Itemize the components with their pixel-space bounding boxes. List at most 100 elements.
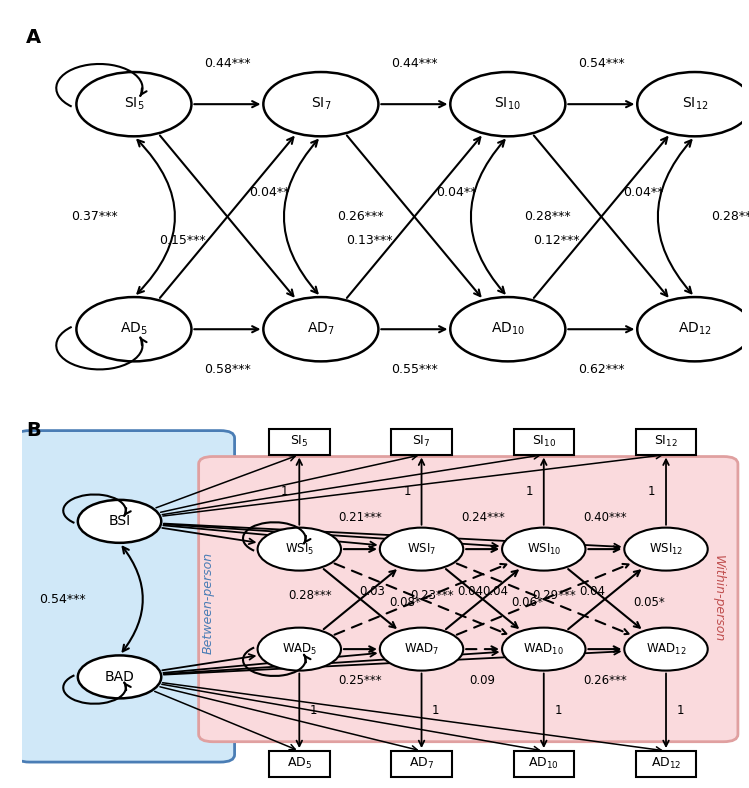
Circle shape bbox=[264, 297, 378, 362]
Text: BAD: BAD bbox=[105, 670, 135, 684]
Bar bbox=[636, 429, 697, 455]
FancyArrowPatch shape bbox=[381, 326, 445, 333]
Circle shape bbox=[625, 627, 708, 671]
FancyArrowPatch shape bbox=[588, 546, 619, 552]
Text: 0.04**: 0.04** bbox=[623, 186, 664, 199]
Text: BSI: BSI bbox=[109, 515, 130, 528]
Circle shape bbox=[502, 627, 586, 671]
Bar bbox=[636, 751, 697, 777]
Text: SI$_{12}$: SI$_{12}$ bbox=[654, 434, 678, 449]
Text: AD$_{7}$: AD$_{7}$ bbox=[409, 756, 434, 771]
Text: SI$_7$: SI$_7$ bbox=[311, 96, 331, 113]
Text: 1: 1 bbox=[648, 485, 655, 498]
Text: 1: 1 bbox=[526, 485, 533, 498]
Text: SI$_{10}$: SI$_{10}$ bbox=[532, 434, 556, 449]
Text: 0.05*: 0.05* bbox=[634, 597, 665, 609]
Text: 0.28***: 0.28*** bbox=[711, 210, 749, 223]
Text: 1: 1 bbox=[676, 704, 684, 717]
FancyArrowPatch shape bbox=[466, 546, 497, 552]
Text: 1: 1 bbox=[404, 485, 411, 498]
FancyArrowPatch shape bbox=[138, 140, 175, 293]
Circle shape bbox=[450, 297, 565, 362]
Text: WAD$_{10}$: WAD$_{10}$ bbox=[524, 641, 564, 656]
Text: 0.40***: 0.40*** bbox=[583, 511, 627, 524]
Bar bbox=[514, 429, 574, 455]
Text: WAD$_{5}$: WAD$_{5}$ bbox=[282, 641, 317, 656]
Text: WSI$_{5}$: WSI$_{5}$ bbox=[285, 541, 314, 556]
Text: 0.55***: 0.55*** bbox=[391, 363, 437, 376]
Text: 0.06*: 0.06* bbox=[512, 597, 543, 609]
FancyArrowPatch shape bbox=[457, 563, 628, 634]
FancyArrowPatch shape bbox=[381, 101, 445, 107]
Text: 1: 1 bbox=[432, 704, 440, 717]
Text: WAD$_{7}$: WAD$_{7}$ bbox=[404, 641, 439, 656]
FancyArrowPatch shape bbox=[347, 137, 480, 298]
Text: 0.04**: 0.04** bbox=[249, 186, 289, 199]
FancyArrowPatch shape bbox=[568, 569, 640, 628]
Text: 0.62***: 0.62*** bbox=[578, 363, 625, 376]
Bar bbox=[514, 751, 574, 777]
Text: AD$_{5}$: AD$_{5}$ bbox=[287, 756, 312, 771]
FancyArrowPatch shape bbox=[568, 101, 632, 107]
Circle shape bbox=[258, 627, 341, 671]
Text: 0.28***: 0.28*** bbox=[524, 210, 571, 223]
Bar bbox=[391, 751, 452, 777]
Circle shape bbox=[380, 627, 463, 671]
FancyArrowPatch shape bbox=[347, 136, 480, 296]
Text: 0.28***: 0.28*** bbox=[288, 589, 332, 602]
Text: 0.26***: 0.26*** bbox=[583, 674, 627, 687]
Text: Between-person: Between-person bbox=[201, 552, 214, 654]
Circle shape bbox=[637, 297, 749, 362]
Circle shape bbox=[637, 72, 749, 136]
Text: 0.25***: 0.25*** bbox=[339, 674, 382, 687]
Text: SI$_{12}$: SI$_{12}$ bbox=[682, 96, 708, 113]
Text: AD$_5$: AD$_5$ bbox=[120, 321, 148, 337]
Text: 1: 1 bbox=[281, 485, 288, 498]
FancyArrowPatch shape bbox=[194, 326, 258, 333]
Text: 1: 1 bbox=[554, 704, 562, 717]
Text: WAD$_{12}$: WAD$_{12}$ bbox=[646, 641, 686, 656]
FancyArrowPatch shape bbox=[123, 547, 143, 652]
Text: SI$_{10}$: SI$_{10}$ bbox=[494, 96, 521, 113]
Text: WSI$_{10}$: WSI$_{10}$ bbox=[527, 541, 561, 556]
FancyArrowPatch shape bbox=[534, 136, 667, 296]
Text: 0.09: 0.09 bbox=[470, 674, 496, 687]
Text: 0.44***: 0.44*** bbox=[204, 58, 251, 70]
FancyArrowPatch shape bbox=[457, 564, 628, 634]
Text: 0.08*: 0.08* bbox=[389, 597, 421, 609]
Text: 0.13***: 0.13*** bbox=[346, 234, 392, 247]
Bar bbox=[269, 751, 330, 777]
Text: AD$_7$: AD$_7$ bbox=[307, 321, 335, 337]
FancyArrowPatch shape bbox=[160, 136, 294, 296]
Text: Within-person: Within-person bbox=[712, 556, 725, 643]
Text: 0.37***: 0.37*** bbox=[71, 210, 118, 223]
Bar bbox=[269, 429, 330, 455]
Text: 0.54***: 0.54*** bbox=[578, 58, 625, 70]
Text: 1: 1 bbox=[310, 704, 318, 717]
FancyArrowPatch shape bbox=[568, 571, 640, 629]
Text: 0.58***: 0.58*** bbox=[204, 363, 251, 376]
FancyArrowPatch shape bbox=[344, 646, 374, 652]
Text: 0.04: 0.04 bbox=[482, 585, 508, 598]
Text: 0.26***: 0.26*** bbox=[337, 210, 383, 223]
Text: 0.15***: 0.15*** bbox=[160, 234, 206, 247]
Text: 0.03: 0.03 bbox=[360, 585, 386, 598]
FancyBboxPatch shape bbox=[15, 430, 234, 762]
Circle shape bbox=[264, 72, 378, 136]
Text: 0.21***: 0.21*** bbox=[339, 511, 382, 524]
Circle shape bbox=[76, 72, 192, 136]
Text: A: A bbox=[26, 28, 41, 46]
Text: 0.54***: 0.54*** bbox=[39, 593, 85, 606]
Text: 0.04**: 0.04** bbox=[436, 186, 476, 199]
Circle shape bbox=[78, 656, 161, 698]
FancyArrowPatch shape bbox=[194, 101, 258, 107]
FancyArrowPatch shape bbox=[466, 646, 497, 652]
FancyArrowPatch shape bbox=[335, 564, 506, 634]
Circle shape bbox=[380, 528, 463, 571]
Text: 0.24***: 0.24*** bbox=[461, 511, 505, 524]
Circle shape bbox=[258, 528, 341, 571]
Bar bbox=[391, 429, 452, 455]
FancyBboxPatch shape bbox=[198, 456, 738, 742]
Text: SI$_5$: SI$_5$ bbox=[124, 96, 144, 113]
Text: SI$_{5}$: SI$_{5}$ bbox=[290, 434, 309, 449]
